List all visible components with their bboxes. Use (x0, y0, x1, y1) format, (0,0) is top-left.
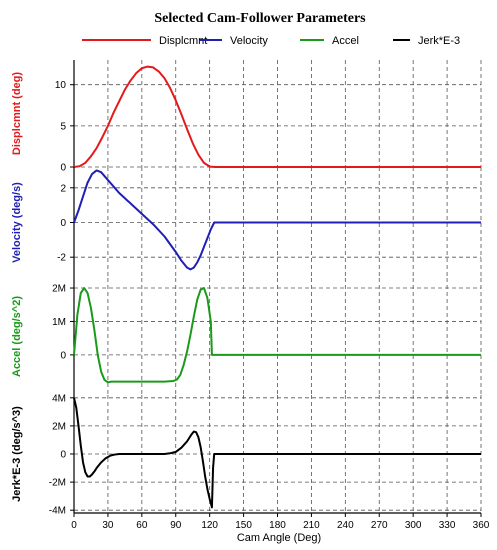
panel-0-ytick-label-0: 0 (60, 163, 66, 174)
panel-0-ytick-label-1: 5 (60, 121, 66, 132)
panel-2: 2M 1M 0 Accel (deg/s^2) (11, 278, 482, 395)
x-axis-label: Cam Angle (Deg) (237, 532, 321, 544)
x-tick-label-7: 210 (303, 520, 320, 531)
x-tick-label-10: 300 (405, 520, 422, 531)
panel-1-ytick-label-0: 2 (60, 183, 66, 194)
x-tick-label-5: 150 (235, 520, 252, 531)
legend-label-2: Accel (332, 35, 359, 47)
panel-2-y-label: Accel (deg/s^2) (11, 296, 23, 377)
legend: Displcmnt Velocity Accel Jerk*E-3 (82, 35, 460, 47)
x-tick-label-8: 240 (337, 520, 354, 531)
panel-2-ytick-label-1: 1M (52, 317, 66, 328)
x-tick-label-12: 360 (473, 520, 490, 531)
panel-3-series-line (73, 397, 481, 509)
x-tick-label-1: 30 (102, 520, 114, 531)
chart-title: Selected Cam-Follower Parameters (154, 11, 366, 26)
x-tick-label-2: 60 (136, 520, 148, 531)
legend-label-0: Displcmnt (159, 35, 207, 47)
legend-label-1: Velocity (230, 35, 268, 47)
x-tick-label-6: 180 (269, 520, 286, 531)
panel-1: 2 0 -2 Velocity (deg/s) (11, 167, 482, 278)
panel-0-series-line (73, 65, 481, 168)
panel-0: 0 5 10 Displcmnt (deg) (11, 60, 482, 174)
x-axis: 0 30 60 90 120 150 180 210 240 270 300 330 360 (71, 512, 490, 531)
panel-0-y-label: Displcmnt (deg) (11, 72, 23, 155)
panel-1-ytick-label-2: -2 (57, 253, 66, 264)
panel-3-ytick-label-0: 4M (52, 393, 66, 404)
panel-0-ytick-label-2: 10 (55, 80, 67, 91)
panel-3-ytick-label-2: 0 (60, 450, 66, 461)
panel-3-y-label: Jerk*E-3 (deg/s^3) (11, 406, 23, 502)
panel-3: 4M 2M 0 -2M -4M Jerk*E-3 (deg/s^3) (11, 393, 482, 517)
panel-1-ytick-label-1: 0 (60, 218, 66, 229)
x-tick-label-9: 270 (371, 520, 388, 531)
legend-label-3: Jerk*E-3 (418, 35, 460, 47)
x-tick-label-0: 0 (71, 520, 77, 531)
x-tick-label-4: 120 (201, 520, 218, 531)
x-tick-label-11: 330 (439, 520, 456, 531)
panel-2-ytick-label-2: 0 (60, 350, 66, 361)
x-tick-label-3: 90 (170, 520, 182, 531)
panel-3-ytick-label-4: -4M (49, 506, 66, 517)
panel-3-ytick-label-1: 2M (52, 421, 66, 432)
panel-2-ytick-label-0: 2M (52, 284, 66, 295)
panel-2-series-line (73, 287, 481, 384)
panel-3-ytick-label-3: -2M (49, 478, 66, 489)
panel-1-series-line (73, 169, 481, 271)
panel-1-y-label: Velocity (deg/s) (11, 182, 23, 263)
